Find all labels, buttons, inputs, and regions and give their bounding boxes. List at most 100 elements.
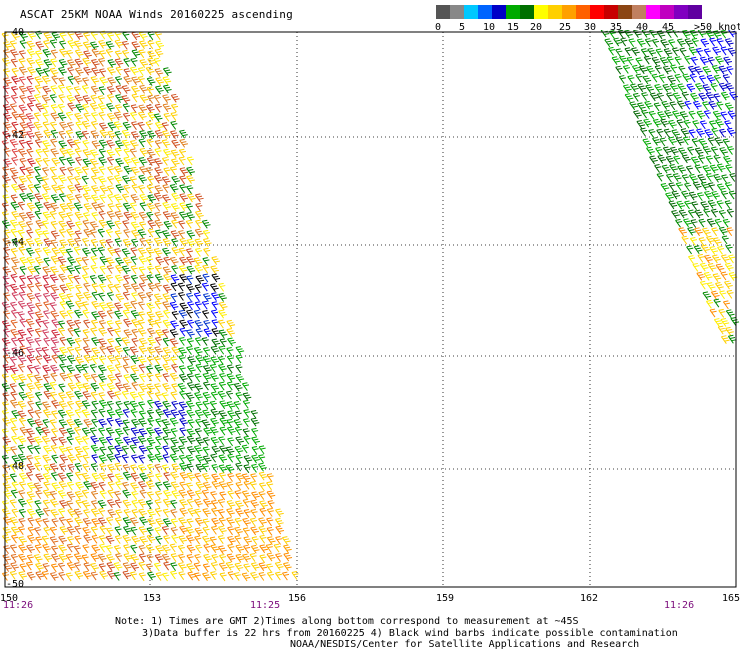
wind-barb: [98, 408, 106, 418]
wind-barb: [114, 373, 123, 382]
wind-barb: [66, 500, 74, 510]
wind-barb: [41, 570, 49, 580]
wind-barb: [98, 39, 107, 49]
wind-barb: [171, 139, 180, 149]
wind-barb: [708, 120, 717, 130]
wind-barb: [169, 166, 177, 176]
wind-barb: [9, 103, 18, 112]
wind-barb: [122, 562, 132, 572]
wind-barb: [715, 281, 724, 291]
wind-barb: [3, 41, 12, 51]
wind-barb: [721, 235, 729, 245]
wind-barb: [67, 102, 76, 112]
wind-barb: [123, 508, 131, 518]
wind-barb: [234, 500, 244, 510]
wind-barb: [729, 172, 737, 182]
wind-barb: [10, 391, 18, 401]
wind-barb: [98, 399, 108, 409]
wind-barb: [57, 84, 66, 94]
wind-barb: [154, 158, 163, 167]
wind-barb: [699, 262, 709, 272]
wind-barb: [121, 139, 131, 149]
wind-barb: [203, 319, 211, 329]
wind-barb: [113, 571, 121, 581]
wind-barb: [178, 265, 188, 275]
wind-barb: [679, 111, 689, 120]
wind-barb: [710, 208, 718, 218]
wind-barb: [43, 59, 53, 68]
wind-barb: [693, 245, 703, 255]
wind-barb: [35, 318, 43, 328]
wind-barb: [672, 92, 682, 102]
wind-barb: [89, 427, 97, 437]
wind-barb: [75, 499, 83, 509]
wind-barb: [50, 372, 58, 382]
wind-barb: [251, 536, 259, 546]
wind-barb: [33, 93, 42, 103]
wind-barb: [18, 374, 27, 383]
wind-barb: [11, 148, 19, 158]
wind-barb: [194, 247, 203, 257]
wind-barb: [171, 363, 179, 373]
wind-barb: [42, 184, 51, 193]
wind-barb: [114, 473, 124, 483]
wind-barb: [129, 444, 137, 454]
wind-barb: [131, 93, 139, 103]
wind-barb: [161, 139, 171, 149]
wind-barb: [719, 290, 727, 300]
wind-barb: [139, 130, 148, 139]
wind-barb: [65, 85, 73, 95]
wind-barb: [195, 210, 204, 220]
wind-barb: [668, 39, 676, 48]
wind-barb: [154, 373, 162, 383]
wind-barb: [633, 110, 642, 120]
wind-barb: [81, 409, 91, 419]
wind-barb: [50, 444, 58, 454]
wind-barb: [694, 209, 704, 219]
wind-barb: [624, 93, 634, 102]
wind-barb: [637, 83, 647, 93]
wind-barb: [130, 194, 140, 203]
wind-barb: [57, 409, 67, 419]
wind-barb: [162, 284, 172, 294]
wind-barb: [154, 121, 164, 131]
wind-barb: [202, 365, 212, 374]
wind-barb: [67, 31, 75, 40]
wind-barb: [91, 212, 99, 221]
wind-barb: [162, 382, 171, 392]
wind-barb: [681, 91, 689, 101]
wind-barb: [114, 445, 124, 454]
wind-barb: [275, 535, 283, 545]
wind-barb: [195, 363, 203, 373]
wind-barb: [138, 138, 146, 148]
wind-barb: [250, 499, 259, 509]
wind-barb: [147, 282, 157, 292]
wind-barb: [75, 284, 83, 294]
wind-barb: [43, 257, 51, 267]
wind-barb: [702, 84, 712, 93]
color-swatch: [562, 5, 576, 19]
wind-barb: [113, 562, 123, 571]
wind-barb: [123, 156, 133, 166]
wind-barb: [99, 239, 107, 249]
wind-barb: [147, 220, 157, 229]
wind-barb: [666, 92, 674, 102]
wind-barb: [195, 481, 205, 491]
color-scale-label: 10: [482, 22, 496, 33]
wind-barb: [83, 291, 92, 301]
wind-barb: [18, 490, 26, 499]
wind-barb: [227, 453, 235, 463]
wind-barb: [43, 238, 53, 248]
wind-barb: [49, 302, 57, 311]
wind-barb: [138, 364, 146, 373]
wind-barb: [26, 202, 36, 212]
wind-barb: [707, 263, 717, 272]
wind-barb: [707, 57, 715, 66]
wind-barb: [695, 47, 703, 57]
wind-barb: [58, 140, 68, 150]
wind-barb: [26, 40, 36, 50]
wind-barb: [42, 266, 52, 276]
wind-barb: [637, 102, 646, 112]
wind-barb: [656, 30, 666, 40]
wind-barb: [91, 58, 100, 68]
